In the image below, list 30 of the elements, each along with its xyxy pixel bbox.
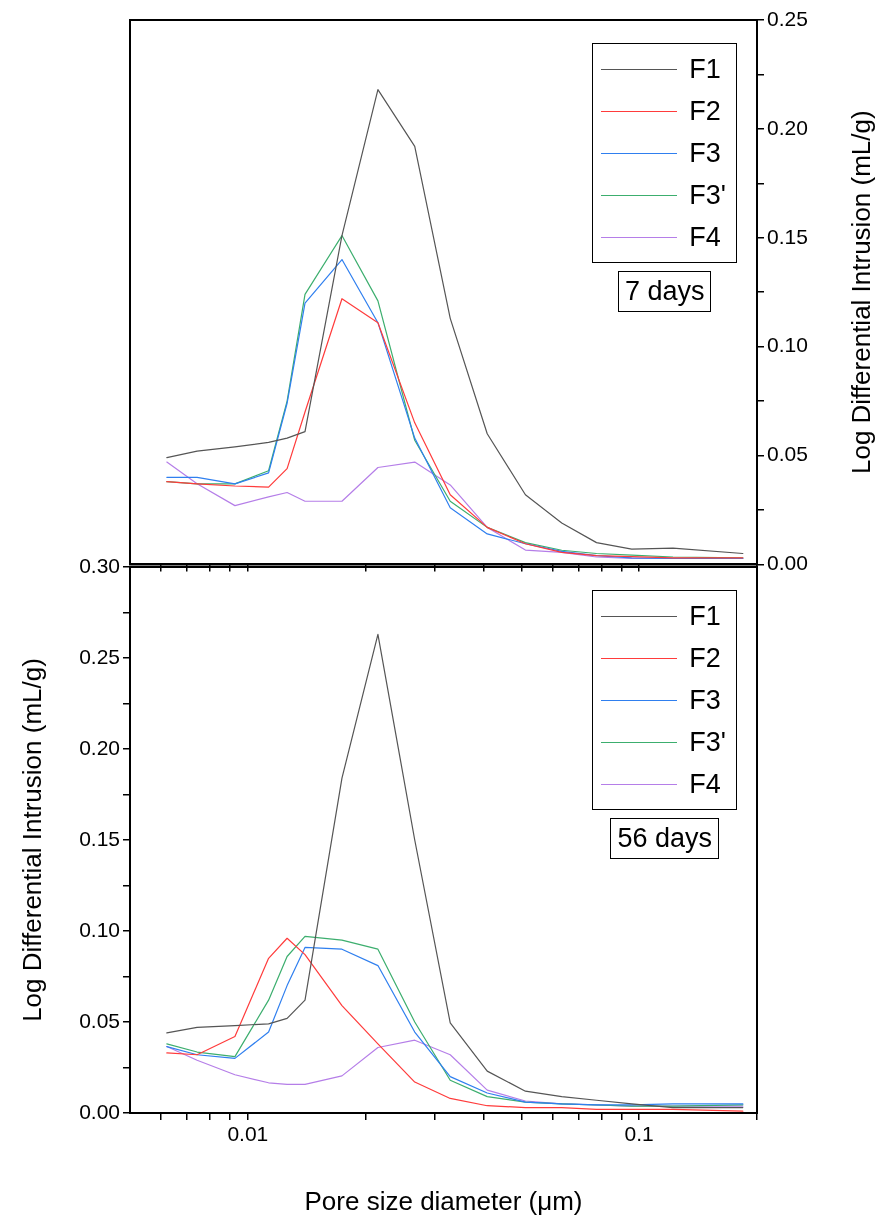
y-tick-label: 0.00 xyxy=(767,551,808,575)
legend-label: F3' xyxy=(689,726,726,758)
y-axis-title: Log Differential Intrusion (mL/g) xyxy=(17,658,48,1022)
legend-label: F3 xyxy=(689,137,721,169)
x-tick-label: 0.1 xyxy=(624,1122,654,1146)
y-axis-title: Log Differential Intrusion (mL/g) xyxy=(846,110,877,475)
legend-label: F4 xyxy=(689,768,721,800)
legend-label: F2 xyxy=(689,642,721,674)
legend-label: F1 xyxy=(689,53,721,85)
annotation: 56 days xyxy=(610,818,719,859)
y-tick-label: 0.05 xyxy=(767,442,808,466)
y-tick-label: 0.10 xyxy=(767,333,808,357)
annotation: 7 days xyxy=(617,271,712,312)
y-tick-label: 0.25 xyxy=(79,644,120,668)
y-tick-label: 0.15 xyxy=(767,224,808,248)
legend-label: F2 xyxy=(689,95,721,127)
legend-label: F4 xyxy=(689,221,721,253)
legend-label: F3 xyxy=(689,684,721,716)
y-tick-label: 0.25 xyxy=(767,6,808,30)
x-axis-title: Pore size diameter (μm) xyxy=(304,1185,583,1216)
y-tick-label: 0.20 xyxy=(767,115,808,139)
x-tick-label: 0.01 xyxy=(227,1122,269,1146)
y-tick-label: 0.05 xyxy=(79,1008,120,1032)
y-tick-label: 0.20 xyxy=(79,735,120,759)
y-tick-label: 0.15 xyxy=(79,826,120,850)
y-tick-label: 0.30 xyxy=(79,553,120,577)
y-tick-label: 0.00 xyxy=(79,1099,120,1123)
legend-label: F1 xyxy=(689,600,721,632)
legend-label: F3' xyxy=(689,179,726,211)
y-tick-label: 0.10 xyxy=(79,917,120,941)
